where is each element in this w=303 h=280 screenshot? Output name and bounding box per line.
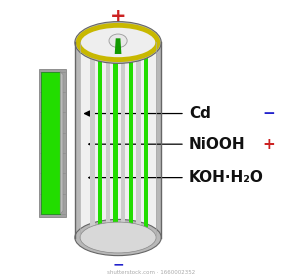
Polygon shape (129, 54, 133, 228)
Text: −: − (262, 106, 275, 121)
Ellipse shape (80, 222, 156, 253)
Text: +: + (110, 6, 126, 25)
Polygon shape (41, 72, 60, 214)
Polygon shape (60, 72, 63, 214)
Polygon shape (121, 54, 125, 228)
Text: Cd: Cd (189, 106, 211, 121)
Polygon shape (80, 43, 156, 237)
Polygon shape (113, 54, 118, 228)
Ellipse shape (75, 22, 161, 63)
Polygon shape (90, 54, 95, 228)
Polygon shape (85, 38, 148, 54)
Polygon shape (80, 49, 101, 54)
Text: KOH·H₂O: KOH·H₂O (189, 170, 264, 185)
Polygon shape (75, 43, 161, 237)
Polygon shape (105, 54, 110, 228)
Text: shutterstock.com · 1660002352: shutterstock.com · 1660002352 (107, 270, 196, 275)
Polygon shape (136, 54, 141, 228)
Polygon shape (98, 54, 102, 228)
Text: +: + (262, 137, 275, 152)
Text: −: − (112, 257, 124, 271)
Polygon shape (39, 69, 66, 217)
Ellipse shape (75, 220, 161, 256)
Ellipse shape (109, 34, 127, 48)
Polygon shape (144, 54, 148, 228)
Text: NiOOH: NiOOH (189, 137, 246, 152)
Ellipse shape (80, 25, 156, 60)
Polygon shape (115, 38, 122, 54)
